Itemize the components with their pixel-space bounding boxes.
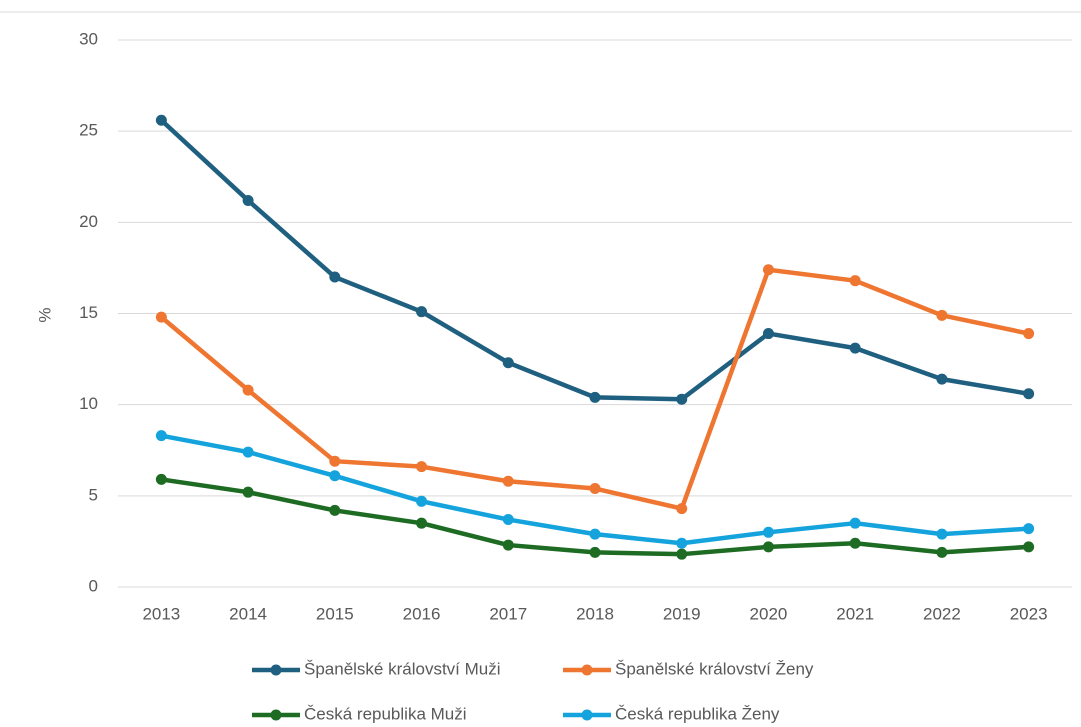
legend-label: Španělské království Muži: [304, 659, 501, 678]
x-tick-label: 2020: [750, 604, 788, 623]
data-point: [762, 264, 774, 276]
data-point: [1023, 328, 1035, 340]
data-point: [416, 517, 428, 529]
data-point: [936, 373, 948, 385]
data-point: [936, 309, 948, 321]
data-point: [502, 539, 514, 551]
data-point: [1023, 541, 1035, 553]
y-tick-label: 15: [79, 303, 98, 322]
legend-marker: [581, 709, 593, 721]
y-tick-label: 5: [89, 485, 98, 504]
data-point: [502, 475, 514, 487]
data-point: [416, 461, 428, 473]
x-tick-label: 2019: [663, 604, 701, 623]
y-axis-label: %: [35, 307, 54, 322]
y-tick-label: 0: [89, 576, 98, 595]
data-point: [762, 328, 774, 340]
legend-marker: [270, 709, 282, 721]
data-point: [589, 528, 601, 540]
data-point: [242, 194, 254, 206]
data-point: [155, 311, 167, 323]
series-line: [159, 267, 1030, 511]
y-tick-label: 25: [79, 121, 98, 140]
x-tick-label: 2021: [836, 604, 874, 623]
data-point: [849, 537, 861, 549]
data-point: [936, 546, 948, 558]
data-point: [849, 517, 861, 529]
series-line: [159, 118, 1030, 402]
data-point: [155, 430, 167, 442]
data-point: [416, 495, 428, 507]
data-point: [589, 391, 601, 403]
x-tick-label: 2018: [576, 604, 614, 623]
data-point: [155, 473, 167, 485]
legend-label: Česká republika Muži: [304, 704, 467, 723]
data-point: [1023, 523, 1035, 535]
data-point: [329, 470, 341, 482]
x-tick-label: 2023: [1010, 604, 1048, 623]
legend-marker: [581, 664, 593, 676]
x-tick-label: 2014: [229, 604, 267, 623]
data-point: [589, 483, 601, 495]
data-point: [762, 526, 774, 538]
data-point: [242, 446, 254, 458]
x-tick-label: 2013: [142, 604, 180, 623]
data-point: [502, 357, 514, 369]
data-point: [676, 537, 688, 549]
y-tick-label: 10: [79, 394, 98, 413]
legend-label: Česká republika Ženy: [615, 704, 780, 723]
data-point: [416, 306, 428, 318]
legend-label: Španělské království Ženy: [615, 659, 814, 678]
data-point: [329, 271, 341, 283]
y-tick-label: 20: [79, 212, 98, 231]
x-tick-label: 2017: [489, 604, 527, 623]
data-point: [589, 546, 601, 558]
data-point: [242, 384, 254, 396]
data-point: [762, 541, 774, 553]
y-tick-label: 30: [79, 29, 98, 48]
x-tick-label: 2016: [403, 604, 441, 623]
data-point: [502, 514, 514, 526]
data-point: [242, 486, 254, 498]
data-point: [155, 114, 167, 126]
data-point: [936, 528, 948, 540]
data-point: [849, 275, 861, 287]
data-point: [849, 342, 861, 354]
legend-marker: [270, 664, 282, 676]
x-tick-label: 2022: [923, 604, 961, 623]
data-point: [329, 504, 341, 516]
data-point: [329, 455, 341, 467]
data-point: [1023, 388, 1035, 400]
data-point: [676, 503, 688, 515]
data-point: [676, 548, 688, 560]
x-tick-label: 2015: [316, 604, 354, 623]
data-point: [676, 393, 688, 405]
